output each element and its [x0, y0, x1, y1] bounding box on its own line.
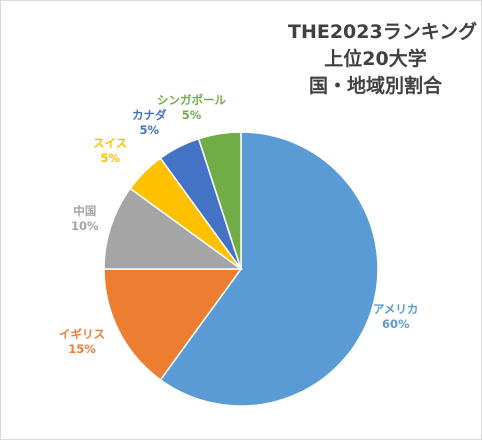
- slice-label-uk: イギリス: [59, 327, 105, 341]
- data-label-america: アメリカ 60%: [373, 302, 418, 332]
- slice-label-america: アメリカ: [373, 302, 419, 316]
- pie-slice-china: [103, 187, 244, 270]
- data-label-canada: カナダ 5%: [132, 108, 167, 138]
- data-label-singapore: シンガポール 5%: [157, 93, 226, 123]
- chart-title-line-3: 国・地域別割合: [308, 75, 442, 97]
- chart-title: THE2023ランキング 上位20大学 国・地域別割合: [288, 19, 478, 100]
- slice-label-singapore: シンガポール: [157, 93, 226, 107]
- slice-percent-singapore: 5%: [181, 108, 202, 122]
- pie-slice-singapore: [197, 131, 242, 270]
- slice-label-china: 中国: [73, 204, 97, 218]
- data-label-uk: イギリス 15%: [59, 327, 105, 357]
- data-label-china: 中国 10%: [71, 204, 99, 234]
- slice-percent-america: 60%: [381, 317, 410, 331]
- chart-title-line-2: 上位20大学: [324, 48, 427, 70]
- pie-slice-america: [159, 131, 379, 407]
- pie-slice-uk: [103, 268, 243, 381]
- slice-percent-switzerland: 5%: [100, 151, 120, 165]
- slice-label-canada: カナダ: [132, 108, 167, 122]
- slice-label-switzerland: スイス: [93, 136, 128, 150]
- slice-percent-canada: 5%: [139, 123, 160, 137]
- chart-title-line-1: THE2023ランキング: [288, 21, 478, 43]
- slice-percent-uk: 15%: [68, 342, 96, 356]
- data-label-switzerland: スイス 5%: [93, 136, 127, 166]
- slice-percent-china: 10%: [71, 219, 99, 233]
